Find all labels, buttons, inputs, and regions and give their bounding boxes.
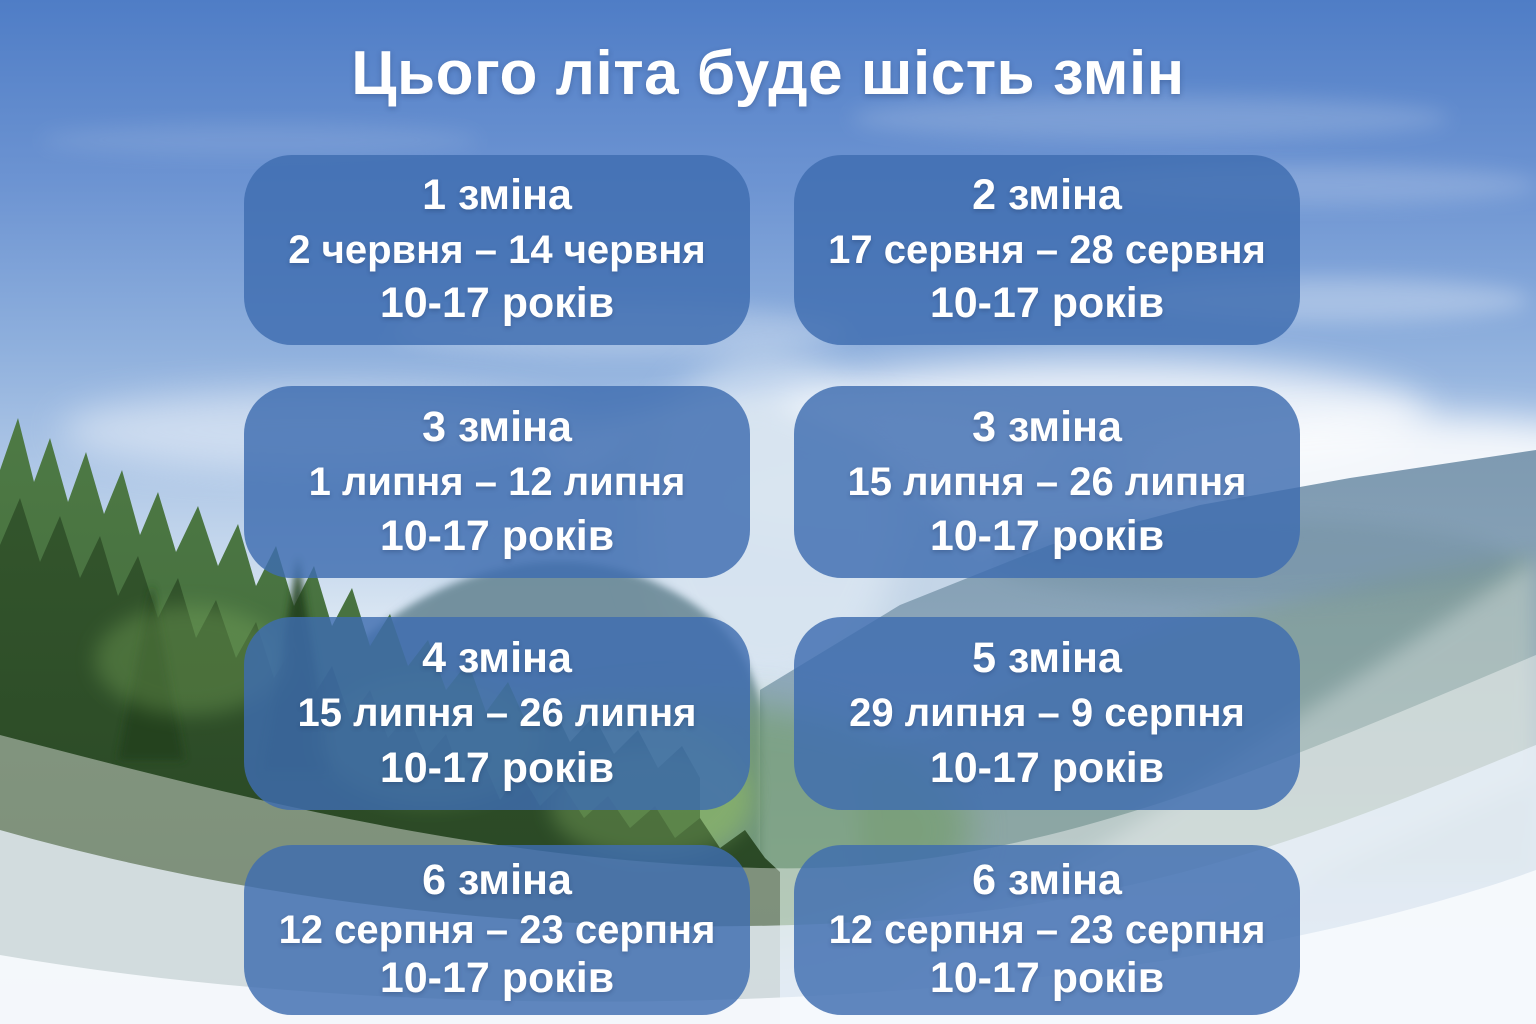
shift-ages: 10-17 років [379,279,615,328]
shift-ages: 10-17 років [929,511,1165,560]
shift-dates: 29 липня – 9 серпня [849,691,1245,736]
shift-ages: 10-17 років [929,279,1165,328]
shift-card-8: 6 зміна 12 серпня – 23 серпня 10-17 рокі… [794,845,1300,1015]
shift-card-3: 3 зміна 1 липня – 12 липня 10-17 років [244,386,750,578]
shift-number: 2 зміна [972,171,1122,220]
shift-dates: 15 липня – 26 липня [297,691,697,736]
shift-number: 3 зміна [422,402,572,451]
shift-card-6: 5 зміна 29 липня – 9 серпня 10-17 років [794,617,1300,810]
shift-number: 1 зміна [422,171,572,220]
shift-dates: 15 липня – 26 липня [847,459,1247,504]
page-title: Цього літа буде шість змін [351,39,1185,108]
shift-ages: 10-17 років [379,954,615,1003]
shift-ages: 10-17 років [929,743,1165,792]
shift-card-2: 2 зміна 17 сервня – 28 сервня 10-17 рокі… [794,155,1300,345]
shift-dates: 17 сервня – 28 сервня [828,227,1266,272]
shift-ages: 10-17 років [379,511,615,560]
shift-card-7: 6 зміна 12 серпня – 23 серпня 10-17 рокі… [244,845,750,1015]
shift-dates: 1 липня – 12 липня [308,459,686,504]
shift-ages: 10-17 років [929,954,1165,1003]
shift-ages: 10-17 років [379,743,615,792]
shift-number: 4 зміна [422,634,572,683]
shift-number: 5 зміна [972,634,1122,683]
shift-dates: 12 серпня – 23 серпня [828,907,1266,952]
shift-card-5: 4 зміна 15 липня – 26 липня 10-17 років [244,617,750,810]
shift-dates: 12 серпня – 23 серпня [278,907,716,952]
shift-dates: 2 червня – 14 червня [288,227,706,272]
shift-card-4: 3 зміна 15 липня – 26 липня 10-17 років [794,386,1300,578]
shift-number: 3 зміна [972,402,1122,451]
shift-number: 6 зміна [422,856,572,905]
shift-number: 6 зміна [972,856,1122,905]
shift-card-1: 1 зміна 2 червня – 14 червня 10-17 років [244,155,750,345]
